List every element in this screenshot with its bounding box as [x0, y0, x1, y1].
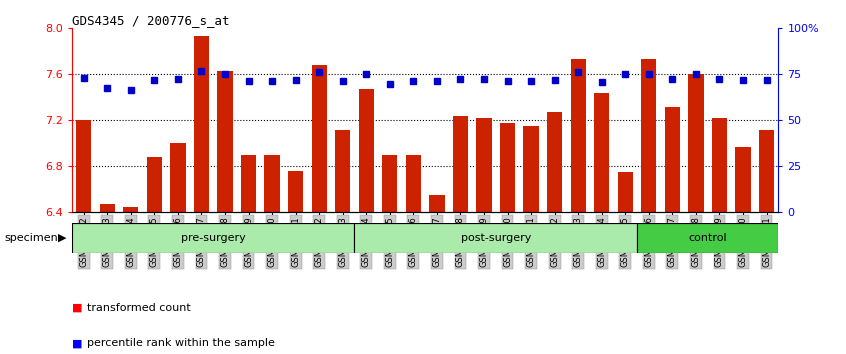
- Bar: [265, 155, 280, 212]
- Bar: [453, 116, 468, 212]
- Text: ■: ■: [72, 338, 82, 348]
- Bar: [194, 36, 209, 212]
- Bar: [335, 130, 350, 212]
- Text: ■: ■: [72, 303, 82, 313]
- Bar: [100, 204, 115, 212]
- Text: post-surgery: post-surgery: [460, 233, 531, 243]
- Bar: [359, 89, 374, 212]
- Bar: [641, 59, 656, 212]
- Bar: [711, 118, 727, 212]
- Bar: [124, 207, 139, 212]
- Bar: [570, 59, 585, 212]
- Bar: [618, 172, 633, 212]
- Bar: [217, 71, 233, 212]
- Bar: [637, 223, 778, 253]
- Bar: [665, 107, 680, 212]
- Bar: [241, 155, 256, 212]
- Text: control: control: [689, 233, 727, 243]
- Bar: [170, 143, 185, 212]
- Bar: [72, 223, 354, 253]
- Bar: [689, 74, 704, 212]
- Bar: [354, 223, 637, 253]
- Bar: [594, 93, 609, 212]
- Bar: [288, 171, 303, 212]
- Bar: [429, 195, 444, 212]
- Bar: [759, 130, 774, 212]
- Bar: [500, 122, 515, 212]
- Text: transformed count: transformed count: [87, 303, 191, 313]
- Bar: [524, 126, 539, 212]
- Text: percentile rank within the sample: percentile rank within the sample: [87, 338, 275, 348]
- Bar: [311, 65, 327, 212]
- Text: pre-surgery: pre-surgery: [181, 233, 245, 243]
- Bar: [76, 120, 91, 212]
- Bar: [476, 118, 492, 212]
- Text: ▶: ▶: [58, 233, 67, 243]
- Text: GDS4345 / 200776_s_at: GDS4345 / 200776_s_at: [72, 14, 229, 27]
- Bar: [406, 155, 421, 212]
- Bar: [547, 112, 563, 212]
- Bar: [146, 157, 162, 212]
- Bar: [382, 155, 398, 212]
- Text: specimen: specimen: [4, 233, 58, 243]
- Bar: [735, 147, 750, 212]
